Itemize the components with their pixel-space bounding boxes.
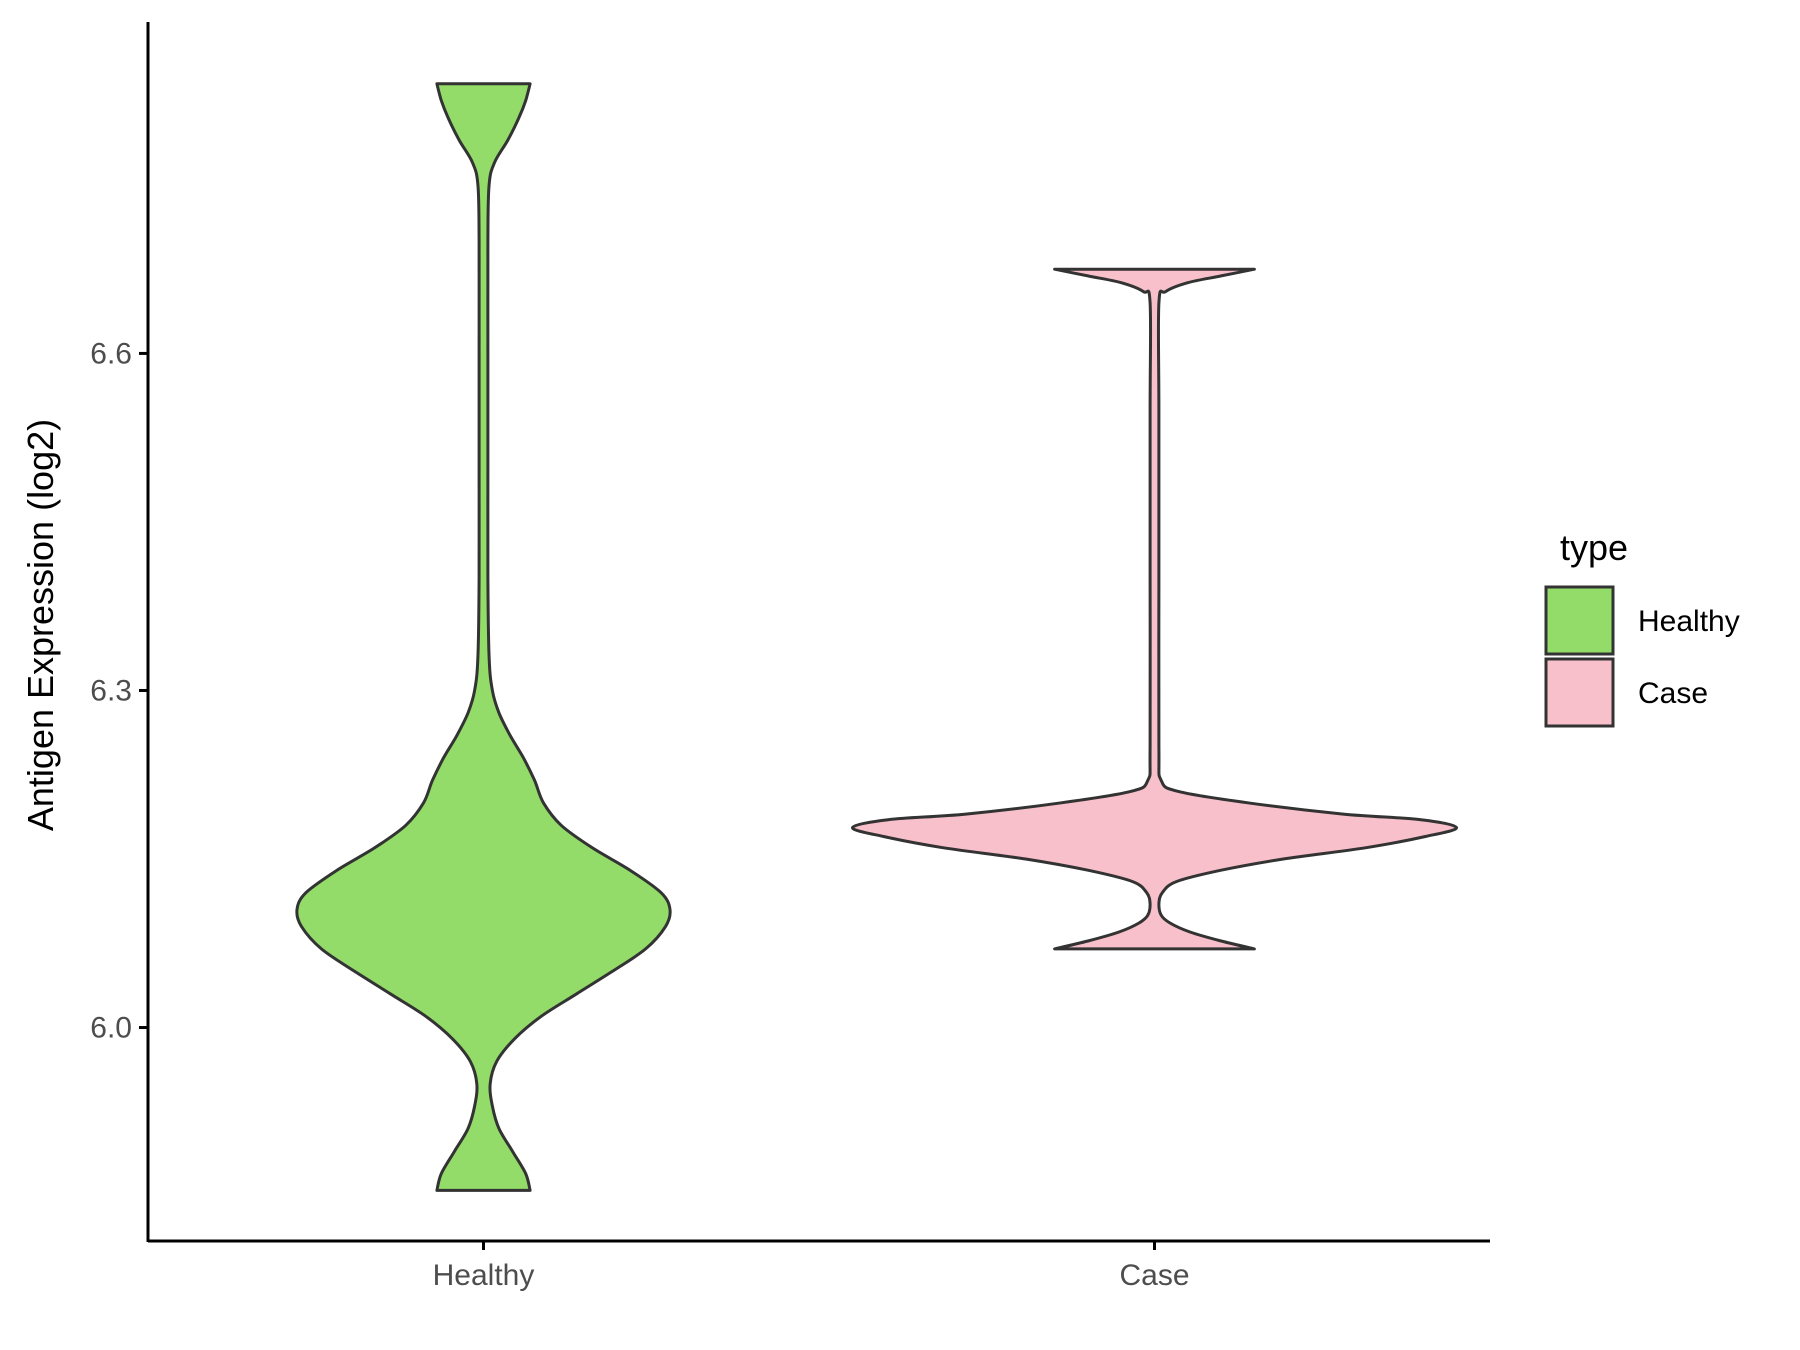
legend-label-case: Case — [1638, 677, 1708, 710]
violin-layer — [295, 82, 1459, 1192]
y-tick-label: 6.6 — [90, 337, 132, 370]
violin-case — [850, 267, 1459, 951]
x-tick-label: Case — [1119, 1259, 1189, 1292]
y-axis-title: Antigen Expression (log2) — [20, 419, 61, 831]
x-tick-label: Healthy — [433, 1259, 535, 1292]
y-axis-ticks: 6.0 6.3 6.6 — [90, 337, 148, 1045]
violin-healthy — [295, 82, 672, 1192]
legend-key-case — [1544, 657, 1615, 728]
legend-title: type — [1560, 527, 1628, 568]
legend-label-healthy: Healthy — [1638, 605, 1740, 638]
x-axis-ticks: Healthy Case — [433, 1241, 1190, 1292]
legend-entries: Healthy Case — [1544, 585, 1740, 728]
y-tick-label: 6.3 — [90, 674, 132, 707]
legend-key-healthy — [1544, 585, 1615, 656]
legend: type Healthy Case — [1544, 527, 1740, 728]
y-tick-label: 6.0 — [90, 1012, 132, 1045]
